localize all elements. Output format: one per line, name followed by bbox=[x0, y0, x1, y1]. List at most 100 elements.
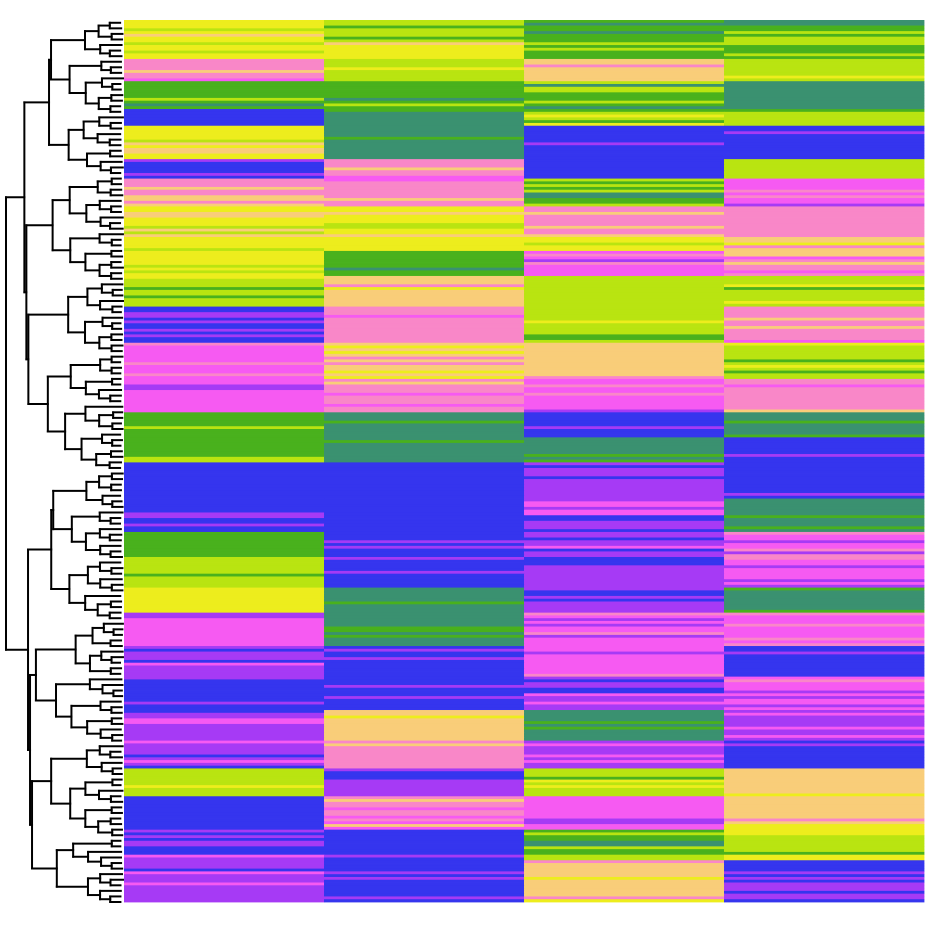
heatmap-cell bbox=[724, 122, 925, 127]
heatmap-cell bbox=[124, 351, 325, 355]
heatmap-cell bbox=[124, 595, 325, 600]
heatmap-cell bbox=[324, 28, 525, 32]
heatmap-cell bbox=[524, 100, 725, 104]
heatmap-cell bbox=[124, 501, 325, 505]
heatmap-cell bbox=[124, 370, 325, 374]
heatmap-cell bbox=[324, 863, 525, 867]
heatmap-cell bbox=[524, 543, 725, 547]
heatmap-cell bbox=[524, 470, 725, 474]
heatmap-cell bbox=[524, 239, 725, 243]
heatmap-cell bbox=[524, 156, 725, 160]
heatmap-cell bbox=[124, 890, 325, 895]
heatmap-cell bbox=[124, 295, 325, 299]
heatmap-cell bbox=[124, 846, 325, 850]
heatmap-cell bbox=[524, 888, 725, 892]
heatmap-cell bbox=[124, 298, 325, 302]
heatmap-cell bbox=[724, 493, 925, 497]
heatmap-cell bbox=[324, 696, 525, 700]
heatmap-cell bbox=[724, 200, 925, 205]
heatmap-cell bbox=[124, 712, 325, 716]
heatmap-cell bbox=[324, 612, 525, 616]
heatmap-cell bbox=[124, 86, 325, 90]
heatmap-cell bbox=[324, 384, 525, 388]
heatmap-cell bbox=[324, 584, 525, 588]
heatmap-cell bbox=[324, 479, 525, 483]
heatmap-cell bbox=[124, 618, 325, 622]
heatmap-cell bbox=[124, 540, 325, 544]
heatmap-cell bbox=[124, 317, 325, 321]
heatmap-cell bbox=[724, 45, 925, 49]
heatmap-cell bbox=[524, 250, 725, 255]
heatmap-cell bbox=[324, 231, 525, 235]
heatmap-cell bbox=[524, 740, 725, 744]
heatmap-cell bbox=[324, 145, 525, 149]
heatmap-cell bbox=[524, 431, 725, 435]
heatmap-cell bbox=[124, 568, 325, 572]
heatmap-cell bbox=[124, 609, 325, 614]
heatmap-cell bbox=[724, 120, 925, 124]
heatmap-cell bbox=[524, 406, 725, 410]
heatmap-cell bbox=[524, 159, 725, 163]
heatmap-cell bbox=[124, 743, 325, 747]
heatmap-cell bbox=[524, 523, 725, 527]
heatmap-cell bbox=[124, 412, 325, 416]
heatmap-cell bbox=[724, 147, 925, 152]
heatmap-cell bbox=[524, 134, 725, 138]
heatmap-cell bbox=[324, 573, 525, 577]
heatmap-cell bbox=[524, 710, 725, 714]
heatmap-cell bbox=[124, 401, 325, 405]
heatmap-cell bbox=[324, 415, 525, 419]
heatmap-cell bbox=[124, 629, 325, 633]
heatmap-cell bbox=[524, 370, 725, 374]
heatmap-cell bbox=[724, 228, 925, 232]
heatmap-cell bbox=[324, 220, 525, 224]
heatmap-cell bbox=[524, 512, 725, 516]
heatmap-cell bbox=[124, 320, 325, 324]
heatmap-cell bbox=[724, 676, 925, 680]
heatmap-cell bbox=[724, 412, 925, 416]
heatmap-cell bbox=[524, 387, 725, 391]
heatmap-cell bbox=[724, 762, 925, 767]
heatmap-cell bbox=[524, 506, 725, 511]
heatmap-cell bbox=[724, 131, 925, 135]
heatmap-cell bbox=[524, 234, 725, 238]
heatmap-cell bbox=[324, 281, 525, 285]
heatmap-cell bbox=[324, 896, 525, 900]
heatmap-cell bbox=[724, 640, 925, 644]
heatmap-cell bbox=[524, 306, 725, 310]
heatmap-cell bbox=[124, 390, 325, 394]
heatmap-cell bbox=[524, 56, 725, 60]
heatmap-cell bbox=[724, 401, 925, 405]
heatmap-cell bbox=[724, 267, 925, 271]
heatmap-cell bbox=[124, 25, 325, 29]
heatmap-cell bbox=[324, 785, 525, 789]
heatmap-cell bbox=[324, 440, 525, 444]
heatmap-cell bbox=[124, 292, 325, 296]
heatmap-cell bbox=[524, 142, 725, 146]
heatmap-cell bbox=[124, 136, 325, 141]
heatmap-cell bbox=[124, 359, 325, 363]
heatmap-cell bbox=[324, 262, 525, 266]
heatmap-cell bbox=[524, 301, 725, 305]
heatmap-cell bbox=[524, 295, 725, 299]
heatmap-cell bbox=[724, 787, 925, 792]
heatmap-cell bbox=[324, 442, 525, 447]
heatmap-cell bbox=[324, 865, 525, 870]
heatmap-cell bbox=[524, 771, 725, 775]
heatmap-cell bbox=[724, 403, 925, 408]
heatmap-cell bbox=[724, 481, 925, 486]
heatmap-cell bbox=[724, 328, 925, 333]
heatmap-cell bbox=[124, 326, 325, 330]
heatmap-cell bbox=[524, 323, 725, 327]
heatmap-cell bbox=[324, 534, 525, 538]
heatmap-cell bbox=[524, 779, 725, 783]
heatmap-cell bbox=[524, 367, 725, 371]
heatmap-cell bbox=[724, 743, 925, 747]
heatmap-cell bbox=[124, 893, 325, 897]
heatmap-cell bbox=[324, 117, 525, 121]
heatmap-cell bbox=[124, 381, 325, 385]
heatmap-cell bbox=[324, 529, 525, 533]
heatmap-cell bbox=[524, 718, 725, 722]
heatmap-cell bbox=[124, 281, 325, 285]
heatmap-cell bbox=[324, 159, 525, 163]
